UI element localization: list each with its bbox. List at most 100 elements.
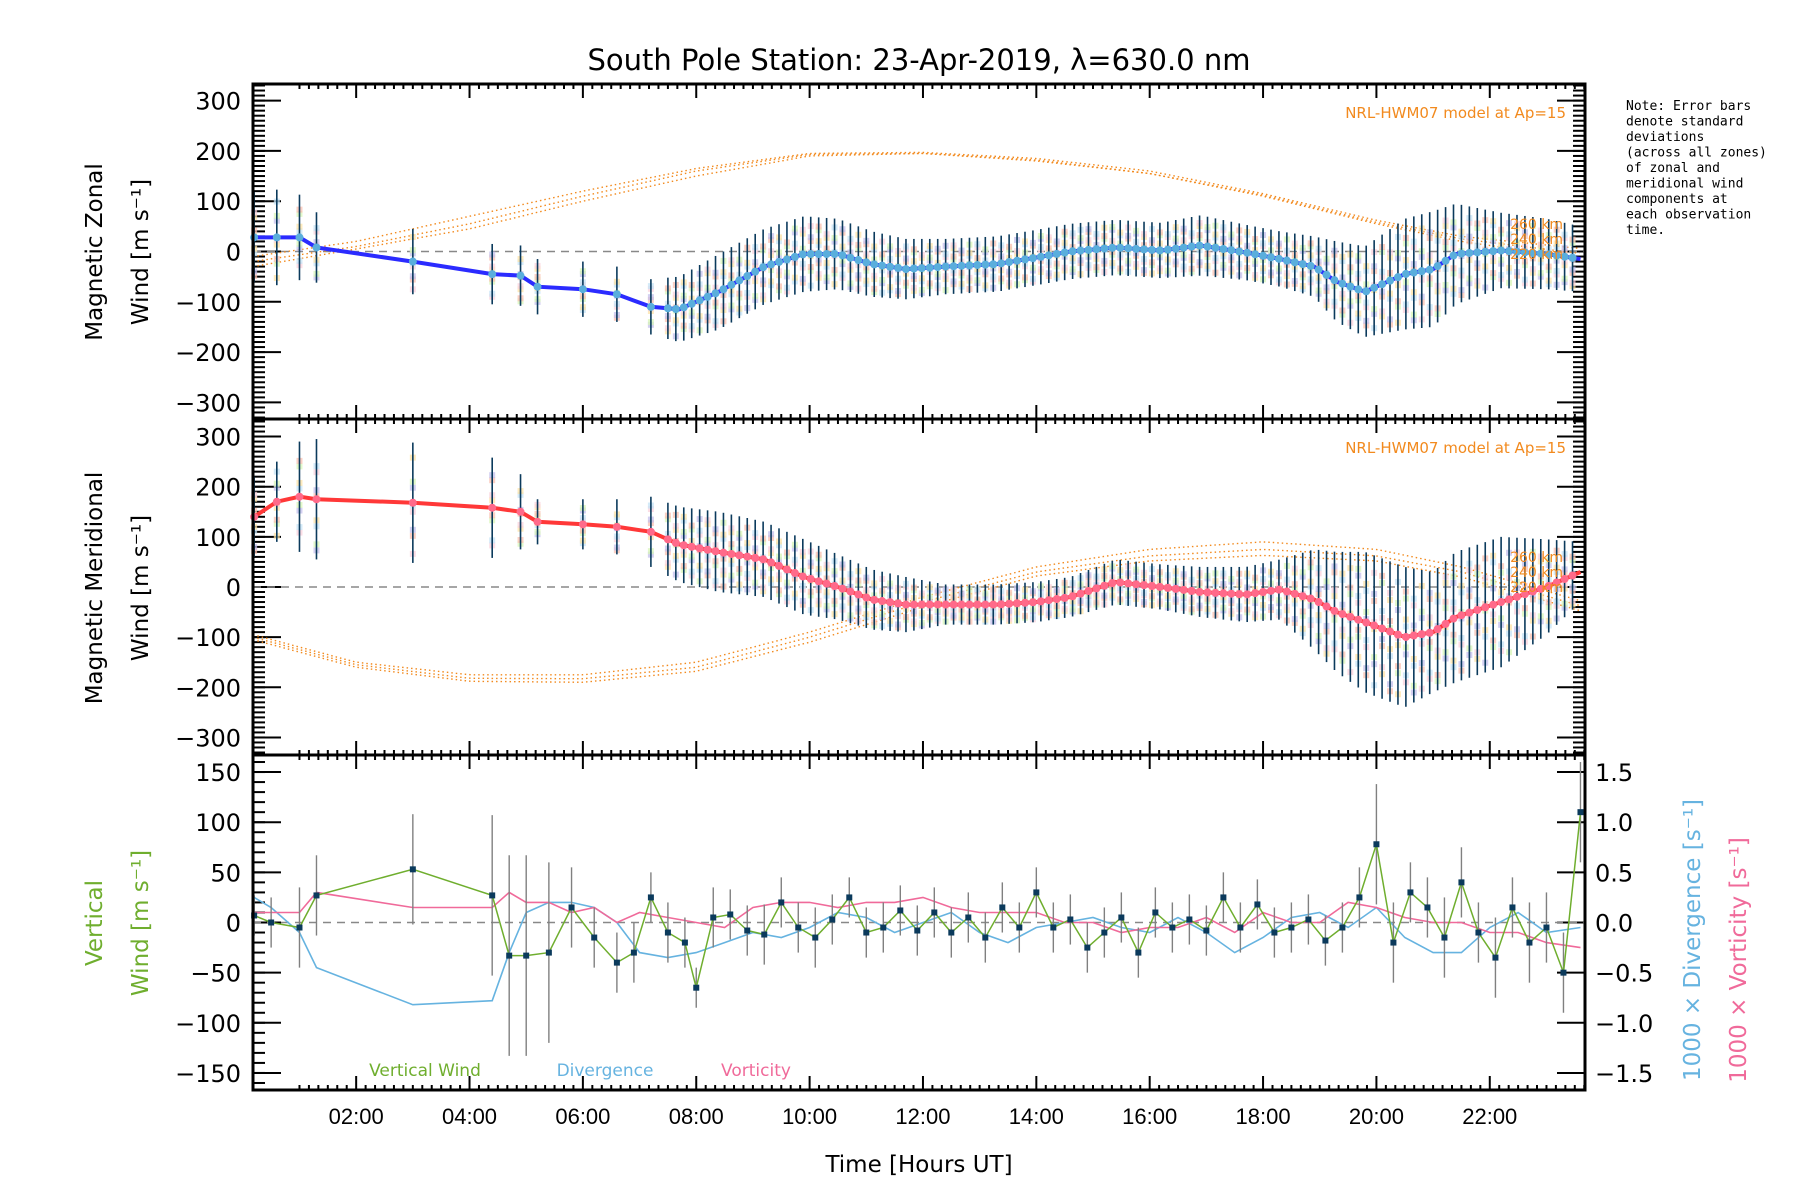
wind-point (1409, 268, 1418, 277)
panel-frame (251, 753, 1587, 1092)
wind-point (1116, 243, 1125, 252)
wind-point (870, 595, 879, 604)
wind-point (687, 542, 696, 551)
vertical-wind-line (253, 812, 1582, 988)
x-tick-label: 16:00 (1122, 1104, 1177, 1129)
vertical-wind-point (1254, 901, 1261, 908)
vertical-wind-point (613, 959, 620, 966)
wind-point (774, 257, 783, 266)
wind-point (533, 282, 542, 291)
wind-point (941, 262, 950, 271)
vertical-wind-point (681, 939, 688, 946)
wind-point (1536, 249, 1545, 258)
vertical-wind-point (1271, 929, 1278, 936)
vertical-wind-point (795, 924, 802, 931)
wind-point (1179, 243, 1188, 252)
altitude-label: 240 km (1510, 565, 1563, 581)
vertical-wind-point (1169, 924, 1176, 931)
wind-point (1505, 595, 1514, 604)
wind-point (1393, 630, 1402, 639)
wind-point (1132, 580, 1141, 589)
vertical-wind-point (1543, 924, 1550, 931)
vertical-wind-point (744, 927, 751, 934)
wind-point (408, 257, 417, 266)
vertical-wind-point (812, 934, 819, 941)
divergence-line (253, 896, 1581, 1006)
wind-point (1370, 283, 1379, 292)
wind-point (909, 264, 918, 273)
wind-point (312, 495, 321, 504)
wind-point (1108, 579, 1117, 588)
model-label: NRL-HWM07 model at Ap=15 (1345, 104, 1566, 122)
wind-point (878, 597, 887, 606)
wind-point (1417, 630, 1426, 639)
wind-point (1020, 255, 1029, 264)
wind-point (822, 250, 831, 259)
vertical-wind-point (1492, 954, 1499, 961)
y-tick-label: 150 (195, 759, 241, 787)
wind-point (1052, 249, 1061, 258)
wind-point (1338, 610, 1347, 619)
note-line: Note: Error bars (1626, 99, 1751, 114)
wind-point (1266, 586, 1275, 595)
wind-point (671, 538, 680, 547)
y-tick-label: 200 (195, 138, 241, 166)
wind-point (1528, 587, 1537, 596)
wind-point (1512, 592, 1521, 601)
wind-point (295, 492, 304, 501)
vertical-wind-point (545, 949, 552, 956)
altitude-label: 260 km (1510, 217, 1563, 233)
wind-point (814, 577, 823, 586)
wind-point (925, 263, 934, 272)
vertical-wind-point (1203, 927, 1210, 934)
wind-point (965, 600, 974, 609)
wind-point (727, 549, 736, 558)
wind-point (1084, 245, 1093, 254)
vertical-wind-point (1220, 894, 1227, 901)
y-tick-label: −100 (175, 624, 241, 652)
x-tick-label: 08:00 (669, 1104, 724, 1129)
wind-point (312, 243, 321, 252)
wind-point (612, 290, 621, 299)
y-tick-label: 100 (195, 188, 241, 216)
wind-point (1512, 247, 1521, 256)
note-line: (across all zones) (1626, 146, 1767, 161)
wind-point (1497, 598, 1506, 607)
wind-point (1116, 578, 1125, 587)
wind-point (1314, 598, 1323, 607)
wind-point (751, 267, 760, 276)
note-line: meridional wind (1626, 177, 1743, 192)
wind-point (695, 296, 704, 305)
wind-point (846, 587, 855, 596)
wind-point (901, 600, 910, 609)
wind-point (1251, 250, 1260, 259)
wind-point (1338, 279, 1347, 288)
wind-point (1147, 581, 1156, 590)
wind-point (1489, 247, 1498, 256)
wind-point (703, 292, 712, 301)
wind-point (1386, 627, 1395, 636)
wind-point (1401, 632, 1410, 641)
vertical-wind-point (489, 892, 496, 899)
wind-point (1528, 248, 1537, 257)
wind-point (1346, 612, 1355, 621)
note-line: of zonal and (1626, 161, 1720, 176)
wind-point (743, 272, 752, 281)
wind-point (949, 262, 958, 271)
vertical-wind-point (761, 931, 768, 938)
wind-point (1203, 588, 1212, 597)
vertical-wind-point (897, 907, 904, 914)
panel-zonal: 300 200 100 0 −100 −200 −300 NRL-HWM07 model at… (175, 82, 1587, 421)
vertical-wind-point (1356, 894, 1363, 901)
wind-point (838, 584, 847, 593)
altitude-label: 240 km (1510, 232, 1563, 248)
wind-point (1298, 260, 1307, 269)
wind-point (1259, 588, 1268, 597)
y2-tick-label: −0.5 (1595, 960, 1653, 988)
wind-point (1505, 247, 1514, 256)
wind-point (1568, 253, 1577, 262)
wind-point (1044, 251, 1053, 260)
wind-point (1560, 574, 1569, 583)
x-tick-label: 04:00 (442, 1104, 497, 1129)
